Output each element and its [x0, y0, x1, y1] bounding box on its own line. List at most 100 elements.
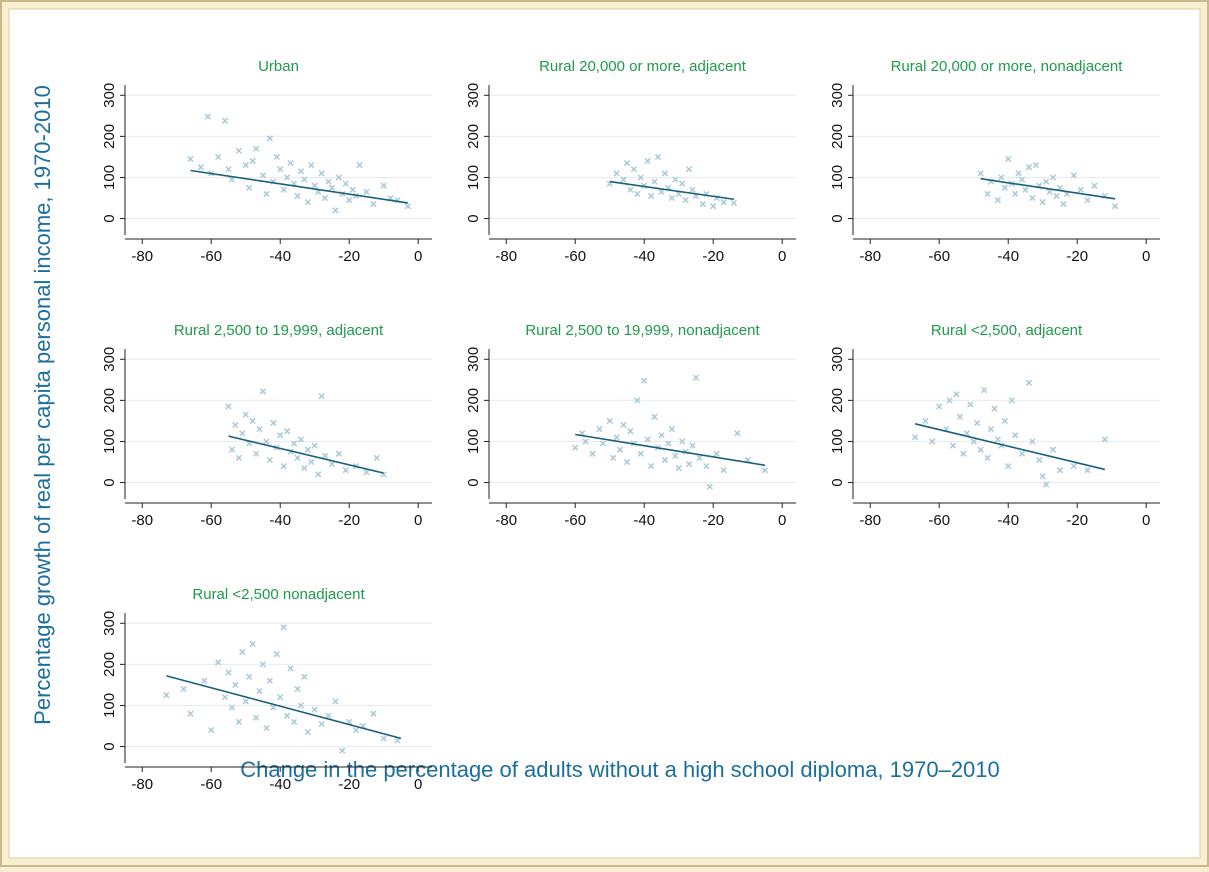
scatter-point	[259, 388, 267, 395]
panel-title: Rural <2,500, adjacent	[931, 322, 1083, 339]
y-tick-label: 100	[101, 165, 118, 190]
scatter-point	[246, 184, 253, 191]
x-tick-label: -60	[928, 248, 950, 265]
scatter-point	[987, 426, 995, 433]
x-tick-label: -20	[702, 512, 724, 529]
scatter-point	[956, 413, 964, 420]
scatter-point	[654, 153, 662, 161]
scatter-point	[273, 650, 280, 658]
scatter-point	[994, 196, 1002, 204]
scatter-point	[346, 196, 353, 204]
scatter-point	[290, 440, 298, 447]
scatter-point	[1084, 196, 1091, 204]
y-tick-label: 200	[465, 388, 482, 413]
scatter-point	[335, 450, 342, 457]
scatter-point	[370, 710, 377, 717]
scatter-point	[970, 438, 977, 445]
x-tick-label: -40	[633, 512, 655, 529]
scatter-point	[294, 454, 301, 462]
scatter-point	[599, 440, 606, 447]
x-tick-label: -60	[928, 512, 950, 529]
x-tick-label: -20	[338, 776, 360, 793]
scatter-point	[315, 471, 322, 478]
scatter-point	[256, 426, 263, 433]
x-tick-label: -80	[131, 512, 153, 529]
scatter-point	[630, 166, 638, 173]
scatter-point	[242, 162, 249, 169]
scatter-point	[974, 419, 981, 427]
scatter-point	[730, 199, 738, 207]
scatter-point	[273, 153, 280, 161]
scatter-point	[1018, 450, 1026, 457]
y-tick-label: 100	[101, 429, 118, 454]
scatter-point	[672, 176, 679, 183]
scatter-point	[623, 458, 631, 466]
scatter-point	[280, 186, 287, 193]
scatter-point	[1001, 417, 1008, 425]
y-tick-label: 200	[829, 388, 846, 413]
y-tick-label: 300	[465, 347, 482, 372]
y-tick-label: 100	[465, 165, 482, 190]
y-tick-label: 0	[101, 742, 118, 750]
scatter-point	[1039, 198, 1046, 206]
scatter-point	[280, 624, 287, 631]
y-tick-label: 300	[465, 83, 482, 108]
scatter-point	[685, 166, 693, 173]
scatter-point	[263, 724, 270, 732]
scatter-point	[689, 442, 696, 449]
scatter-point	[339, 747, 346, 754]
fit-line	[609, 180, 735, 201]
scatter-point	[301, 673, 308, 680]
scatter-point	[1049, 174, 1057, 181]
scatter-point	[651, 413, 658, 420]
scatter-point	[703, 462, 710, 470]
x-tick-label: -40	[269, 512, 291, 529]
scatter-point	[404, 203, 411, 210]
scatter-point	[1005, 155, 1012, 163]
scatter-point	[263, 438, 270, 445]
x-tick-label: -20	[1066, 512, 1088, 529]
scatter-point	[342, 180, 349, 187]
y-axis-title: Percentage growth of real per capita per…	[30, 85, 55, 725]
scatter-point	[960, 450, 967, 457]
scatter-point	[277, 166, 284, 173]
scatter-point	[208, 726, 215, 734]
scatter-point	[647, 462, 655, 470]
scatter-point	[318, 720, 325, 728]
scatter-point	[1022, 186, 1029, 193]
panel-title: Rural 20,000 or more, nonadjacent	[891, 58, 1124, 75]
scatter-point	[235, 454, 242, 462]
scatter-point	[180, 685, 187, 693]
scatter-point	[187, 155, 194, 163]
y-tick-label: 200	[101, 652, 118, 677]
scatter-point	[1029, 194, 1036, 202]
panel-title: Rural 2,500 to 19,999, adjacent	[174, 322, 384, 339]
scatter-point	[998, 174, 1005, 181]
scatter-point	[641, 377, 648, 384]
scatter-point	[1025, 164, 1033, 171]
x-tick-label: -80	[131, 776, 153, 793]
scatter-point	[627, 186, 634, 193]
scatter-point	[682, 196, 689, 204]
scatter-point	[710, 203, 717, 210]
scatter-point	[1032, 162, 1039, 169]
panel-title: Rural 2,500 to 19,999, nonadjacent	[525, 322, 760, 339]
scatter-point	[332, 207, 339, 214]
x-tick-label: -20	[338, 512, 360, 529]
scatter-point	[911, 434, 919, 441]
scatter-point	[634, 397, 641, 404]
scatter-point	[977, 170, 984, 177]
scatter-point	[249, 157, 256, 165]
scatter-point	[1015, 170, 1022, 177]
scatter-point	[1070, 462, 1077, 470]
scatter-point	[679, 180, 686, 187]
scatter-point	[280, 462, 287, 470]
plot-background	[8, 8, 1201, 859]
x-tick-label: -60	[200, 776, 222, 793]
scatter-point	[311, 182, 318, 189]
fit-line	[190, 169, 408, 204]
scatter-point	[991, 405, 998, 412]
x-tick-label: -40	[269, 776, 291, 793]
scatter-point	[228, 446, 236, 453]
